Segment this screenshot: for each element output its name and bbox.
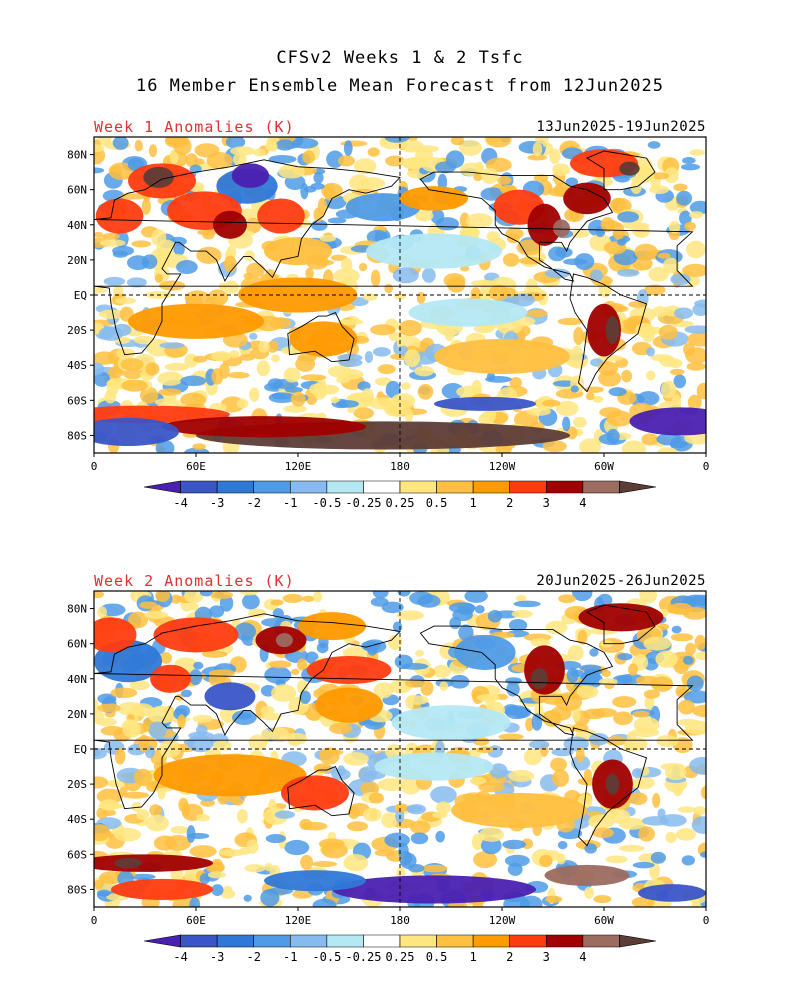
colorbar-tick-label: -4 — [173, 496, 187, 510]
colorbar-tick-label: -0.5 — [312, 950, 341, 964]
colorbar-swatch — [289, 480, 328, 494]
colorbar-tick-label: -1 — [283, 950, 297, 964]
colorbar-swatch — [436, 480, 474, 494]
colorbar-swatch — [253, 934, 291, 948]
week2-date-range: 20Jun2025-26Jun2025 — [536, 573, 706, 589]
map-title-line1: CFSv2 Weeks 1 & 2 Tsfc — [276, 48, 524, 68]
colorbar-swatch — [180, 934, 218, 948]
colorbar-swatch — [216, 480, 255, 494]
lat-label: 60S — [67, 394, 87, 407]
lon-label: 180 — [390, 460, 410, 473]
colorbar-tick-label: 0.5 — [426, 496, 448, 510]
colorbar-tick-label: 4 — [579, 950, 586, 964]
lat-label: EQ — [74, 289, 87, 302]
lat-label: 80S — [67, 429, 87, 442]
colorbar-swatch — [216, 934, 255, 948]
colorbar-tick-label: -4 — [173, 950, 187, 964]
lon-label: 60E — [186, 460, 206, 473]
lat-label: 80N — [67, 603, 87, 616]
colorbar-swatch — [509, 934, 547, 948]
colorbar-tick-label: -0.5 — [312, 496, 341, 510]
colorbar-swatch — [399, 934, 437, 948]
lat-label: EQ — [74, 743, 87, 756]
colorbar-tick-label: 0.25 — [386, 950, 415, 964]
lat-label: 20N — [67, 708, 87, 721]
anomaly-field-week2 — [94, 591, 706, 907]
lat-label: 60S — [67, 848, 87, 861]
map-title-line2: 16 Member Ensemble Mean Forecast from 12… — [135, 76, 665, 96]
colorbar-tick-label: -2 — [246, 950, 260, 964]
colorbar-swatch — [363, 934, 401, 948]
colorbar-tick-label: -1 — [283, 496, 297, 510]
lat-label: 20N — [67, 254, 87, 267]
colorbar: -4 -3 -2 -1 -0.5 -0.25 0.25 0.5 1 2 3 4 — [143, 480, 657, 510]
lat-label: 40S — [67, 359, 87, 372]
lat-label: 80N — [67, 149, 87, 162]
lat-label: 40N — [67, 673, 87, 686]
week2-panel-label: Week 2 Anomalies (K) — [94, 572, 295, 590]
lat-label: 20S — [67, 778, 87, 791]
colorbar-swatch — [582, 480, 620, 494]
colorbar-tick-label: -3 — [210, 496, 224, 510]
colorbar: -4 -3 -2 -1 -0.5 -0.25 0.25 0.5 1 2 3 4 — [143, 934, 657, 964]
colorbar-swatch — [545, 934, 584, 948]
colorbar-tick-label: -3 — [210, 950, 224, 964]
colorbar-swatch — [253, 480, 291, 494]
colorbar-tick-label: 3 — [543, 950, 550, 964]
colorbar-swatch — [582, 934, 620, 948]
week1-panel-label: Week 1 Anomalies (K) — [94, 118, 295, 136]
colorbar-tick-label: 1 — [470, 950, 477, 964]
lon-label: 60W — [594, 914, 614, 927]
lon-label: 60W — [594, 460, 614, 473]
colorbar-tick-label: 0.5 — [426, 950, 448, 964]
colorbar-swatch — [289, 934, 328, 948]
colorbar-tick-label: 4 — [579, 496, 586, 510]
colorbar-tick-label: 2 — [506, 496, 513, 510]
colorbar-swatch — [436, 934, 474, 948]
lat-label: 60N — [67, 184, 87, 197]
colorbar-swatch — [399, 480, 437, 494]
colorbar-swatch — [619, 480, 657, 494]
colorbar-tick-label: 2 — [506, 950, 513, 964]
colorbar-tick-label: 3 — [543, 496, 550, 510]
week1-date-range: 13Jun2025-19Jun2025 — [536, 119, 706, 135]
colorbar-tick-label: -0.25 — [345, 950, 381, 964]
lon-label: 0 — [91, 914, 98, 927]
colorbar-tick-label: 1 — [470, 496, 477, 510]
lat-label: 40S — [67, 813, 87, 826]
colorbar-tick-label: -2 — [246, 496, 260, 510]
lon-label: 120E — [285, 460, 312, 473]
colorbar-swatch — [545, 480, 584, 494]
colorbar-swatch — [472, 934, 511, 948]
lon-label: 60E — [186, 914, 206, 927]
colorbar-swatch — [509, 480, 547, 494]
lat-label: 80S — [67, 883, 87, 896]
lon-label: 120W — [489, 460, 516, 473]
lat-label: 40N — [67, 219, 87, 232]
colorbar-swatch — [143, 934, 181, 948]
colorbar-tick-label: 0.25 — [386, 496, 415, 510]
lon-label: 120E — [285, 914, 312, 927]
lat-label: 20S — [67, 324, 87, 337]
colorbar-swatch — [143, 480, 181, 494]
lon-label: 120W — [489, 914, 516, 927]
lon-label: 0 — [703, 460, 710, 473]
lon-label: 0 — [703, 914, 710, 927]
colorbar-swatch — [363, 480, 401, 494]
colorbar-tick-label: -0.25 — [345, 496, 381, 510]
lon-label: 180 — [390, 914, 410, 927]
colorbar-swatch — [180, 480, 218, 494]
colorbar-swatch — [326, 480, 364, 494]
anomaly-field-week1 — [94, 137, 706, 453]
lon-label: 0 — [91, 460, 98, 473]
lat-label: 60N — [67, 638, 87, 651]
colorbar-swatch — [472, 480, 511, 494]
colorbar-swatch — [619, 934, 657, 948]
colorbar-swatch — [326, 934, 364, 948]
